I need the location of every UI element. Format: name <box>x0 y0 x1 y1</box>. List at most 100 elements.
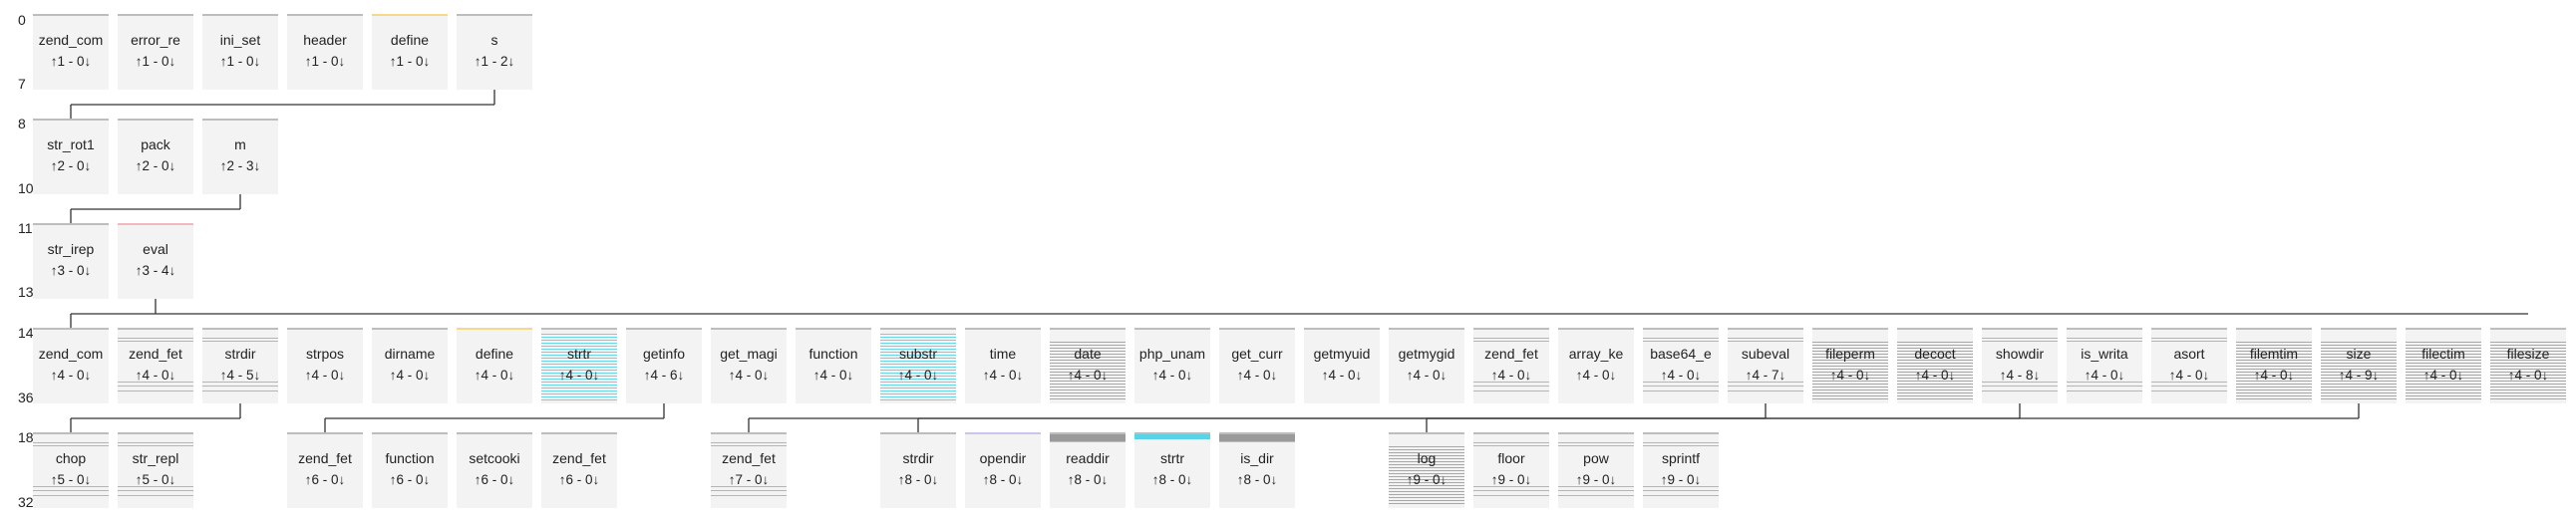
node-texture-stripe <box>2236 360 2312 361</box>
node-texture-stripe <box>2321 375 2397 376</box>
function-node[interactable]: getmygid ↑4 - 0↓ <box>1389 328 1464 403</box>
function-node[interactable]: setcooki ↑6 - 0↓ <box>457 432 532 508</box>
node-stats: ↑4 - 0↓ <box>1151 368 1193 383</box>
node-stats: ↑1 - 0↓ <box>135 54 176 69</box>
function-node[interactable]: chop ↑5 - 0↓ <box>33 432 109 508</box>
function-node[interactable]: zend_com ↑1 - 0↓ <box>33 14 109 90</box>
node-top-bar <box>202 14 278 16</box>
function-node[interactable]: zend_fet ↑6 - 0↓ <box>541 432 617 508</box>
node-texture-stripe <box>2490 351 2566 352</box>
node-name: substr <box>898 346 938 362</box>
node-texture-stripe <box>1812 348 1888 349</box>
node-top-bar <box>2236 328 2312 330</box>
function-node[interactable]: get_curr ↑4 - 0↓ <box>1219 328 1295 403</box>
node-texture <box>880 328 956 403</box>
function-node[interactable]: strdir ↑4 - 5↓ <box>202 328 278 403</box>
function-node[interactable]: ini_set ↑1 - 0↓ <box>202 14 278 90</box>
function-node[interactable]: fileperm ↑4 - 0↓ <box>1812 328 1888 403</box>
node-texture-stripe <box>1643 486 1719 487</box>
node-texture-stripe <box>2067 386 2142 387</box>
function-node[interactable]: readdir ↑8 - 0↓ <box>1050 432 1126 508</box>
node-top-bar <box>1219 432 1295 434</box>
function-node[interactable]: strtr ↑8 - 0↓ <box>1134 432 1210 508</box>
function-node[interactable]: str_repl ↑5 - 0↓ <box>118 432 193 508</box>
function-node[interactable]: function ↑6 - 0↓ <box>372 432 448 508</box>
function-node[interactable]: zend_fet ↑6 - 0↓ <box>287 432 363 508</box>
function-node[interactable]: asort ↑4 - 0↓ <box>2151 328 2227 403</box>
node-texture-stripe <box>1812 378 1888 379</box>
function-node[interactable]: time ↑4 - 0↓ <box>965 328 1041 403</box>
function-node[interactable]: sprintf ↑9 - 0↓ <box>1643 432 1719 508</box>
function-node[interactable]: define ↑1 - 0↓ <box>372 14 448 90</box>
node-stats: ↑2 - 3↓ <box>219 158 261 173</box>
function-node[interactable]: size ↑4 - 9↓ <box>2321 328 2397 403</box>
function-node[interactable]: getmyuid ↑4 - 0↓ <box>1304 328 1380 403</box>
function-node[interactable]: log ↑9 - 0↓ <box>1389 432 1464 508</box>
function-node[interactable]: m ↑2 - 3↓ <box>202 119 278 194</box>
function-node[interactable]: s ↑1 - 2↓ <box>457 14 532 90</box>
function-node[interactable]: header ↑1 - 0↓ <box>287 14 363 90</box>
function-node[interactable]: zend_fet ↑7 - 0↓ <box>711 432 787 508</box>
node-texture-stripe <box>2490 348 2566 349</box>
node-texture-stripe <box>1558 442 1634 443</box>
node-texture-stripe <box>2490 375 2566 376</box>
function-node[interactable]: str_rot1 ↑2 - 0↓ <box>33 119 109 194</box>
function-node[interactable]: base64_e ↑4 - 0↓ <box>1643 328 1719 403</box>
function-node[interactable]: subeval ↑4 - 7↓ <box>1728 328 1803 403</box>
function-node[interactable]: zend_com ↑4 - 0↓ <box>33 328 109 403</box>
node-stats: ↑4 - 0↓ <box>135 368 176 383</box>
node-texture-stripe <box>1050 363 1126 364</box>
function-node[interactable]: is_writa ↑4 - 0↓ <box>2067 328 2142 403</box>
node-texture-stripe <box>880 358 956 359</box>
function-node[interactable]: pack ↑2 - 0↓ <box>118 119 193 194</box>
function-node[interactable]: error_re ↑1 - 0↓ <box>118 14 193 90</box>
function-node[interactable]: strpos ↑4 - 0↓ <box>287 328 363 403</box>
function-node[interactable]: filesize ↑4 - 0↓ <box>2490 328 2566 403</box>
node-stats: ↑4 - 0↓ <box>897 368 939 383</box>
function-node[interactable]: eval ↑3 - 4↓ <box>118 223 193 299</box>
node-top-bar <box>1134 432 1210 434</box>
function-node[interactable]: decoct ↑4 - 0↓ <box>1897 328 1973 403</box>
function-node[interactable]: opendir ↑8 - 0↓ <box>965 432 1041 508</box>
node-texture-stripe <box>1389 485 1464 486</box>
function-node[interactable]: strtr ↑4 - 0↓ <box>541 328 617 403</box>
node-texture-stripe <box>2236 351 2312 352</box>
node-texture <box>118 432 193 508</box>
node-stats: ↑2 - 0↓ <box>135 158 176 173</box>
function-node[interactable]: str_irep ↑3 - 0↓ <box>33 223 109 299</box>
node-stats: ↑4 - 0↓ <box>2253 368 2295 383</box>
node-texture-stripe <box>1897 395 1973 396</box>
function-node[interactable]: substr ↑4 - 0↓ <box>880 328 956 403</box>
node-texture-stripe <box>880 393 956 394</box>
node-top-bar <box>372 14 448 16</box>
node-top-bar <box>711 328 787 330</box>
node-texture <box>2067 328 2142 403</box>
function-node[interactable]: strdir ↑8 - 0↓ <box>880 432 956 508</box>
function-node[interactable]: define ↑4 - 0↓ <box>457 328 532 403</box>
row-start-label: 0 <box>18 12 26 28</box>
node-stats: ↑9 - 0↓ <box>1406 472 1448 487</box>
function-node[interactable]: floor ↑9 - 0↓ <box>1473 432 1549 508</box>
node-name: getmygid <box>1398 346 1455 362</box>
function-node[interactable]: dirname ↑4 - 0↓ <box>372 328 448 403</box>
function-node[interactable]: filectim ↑4 - 0↓ <box>2406 328 2481 403</box>
node-texture-stripe <box>1389 455 1464 456</box>
function-node[interactable]: get_magi ↑4 - 0↓ <box>711 328 787 403</box>
function-node[interactable]: showdir ↑4 - 8↓ <box>1982 328 2058 403</box>
function-node[interactable]: zend_fet ↑4 - 0↓ <box>1473 328 1549 403</box>
function-node[interactable]: is_dir ↑8 - 0↓ <box>1219 432 1295 508</box>
function-node[interactable]: array_ke ↑4 - 0↓ <box>1558 328 1634 403</box>
function-node[interactable]: php_unam ↑4 - 0↓ <box>1134 328 1210 403</box>
function-node[interactable]: filemtim ↑4 - 0↓ <box>2236 328 2312 403</box>
row-start-label: 18 <box>18 429 34 445</box>
node-texture <box>33 119 109 194</box>
function-node[interactable]: date ↑4 - 0↓ <box>1050 328 1126 403</box>
node-texture-stripe <box>2151 386 2227 387</box>
function-node[interactable]: function ↑4 - 0↓ <box>796 328 871 403</box>
function-node[interactable]: zend_fet ↑4 - 0↓ <box>118 328 193 403</box>
node-top-bar <box>33 119 109 121</box>
function-node[interactable]: pow ↑9 - 0↓ <box>1558 432 1634 508</box>
node-texture-stripe <box>1389 452 1464 453</box>
function-node[interactable]: getinfo ↑4 - 6↓ <box>626 328 702 403</box>
node-texture-stripe <box>1897 381 1973 382</box>
